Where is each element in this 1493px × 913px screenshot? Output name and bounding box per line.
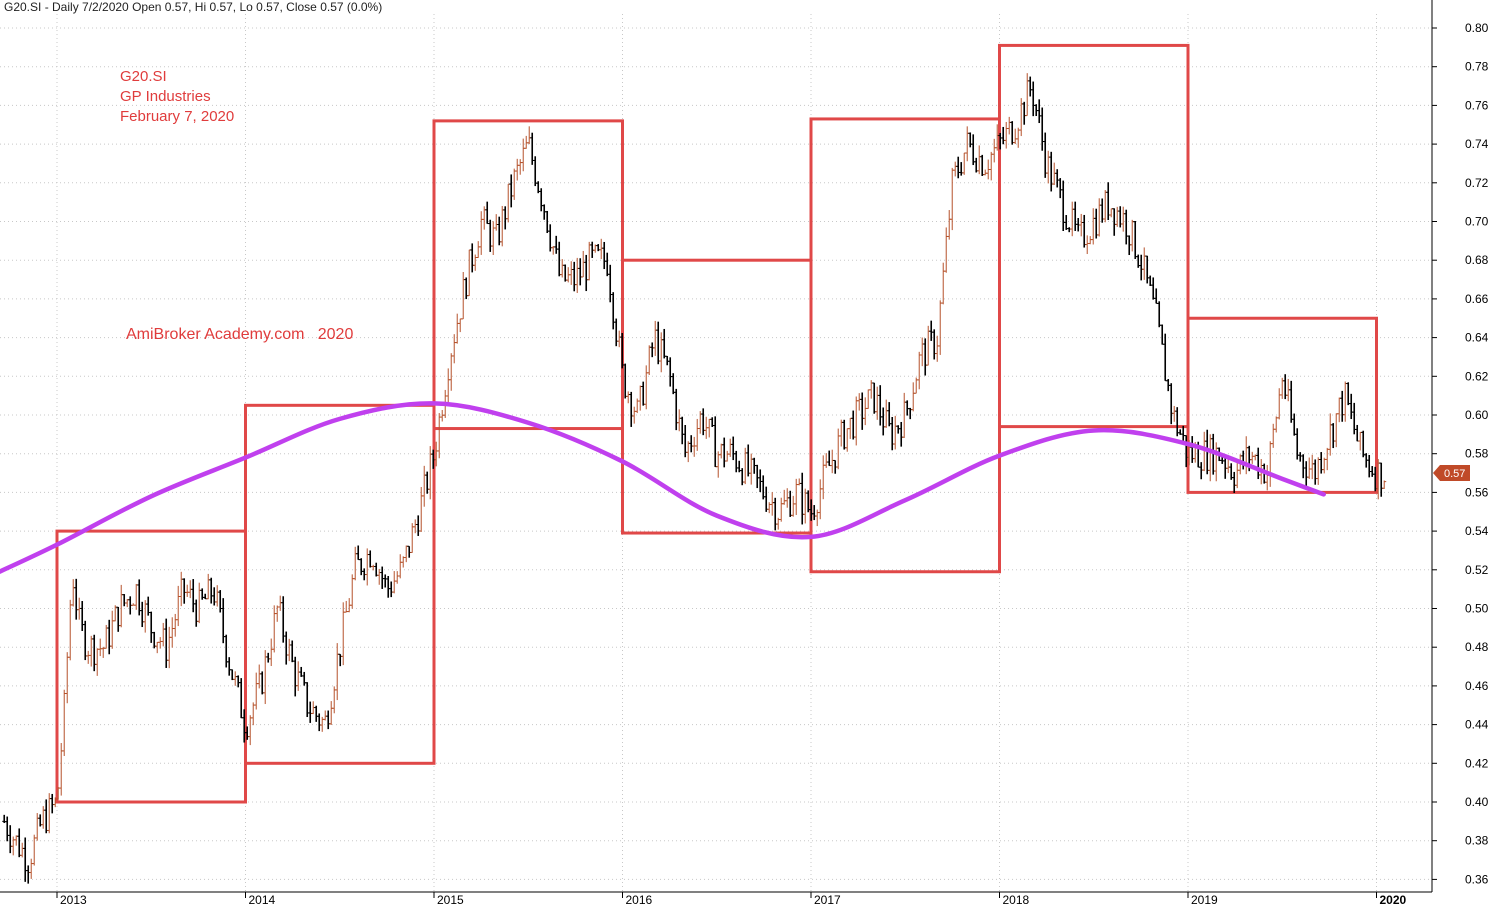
annotation-website: AmiBroker Academy.com 2020 bbox=[126, 326, 353, 343]
price-bar bbox=[1382, 480, 1387, 489]
x-tick-label-5: 2018 bbox=[1003, 893, 1030, 907]
y-tick-label-1: 0.78 bbox=[1465, 60, 1489, 74]
last-price-tag-shape bbox=[1433, 465, 1470, 482]
annotation-company: GP Industries bbox=[120, 88, 211, 105]
y-tick-label-18: 0.44 bbox=[1465, 718, 1489, 732]
chart-header: G20.SI - Daily 7/2/2020 Open 0.57, Hi 0.… bbox=[4, 0, 382, 14]
y-tick-label-21: 0.38 bbox=[1465, 834, 1489, 848]
y-tick-label-10: 0.60 bbox=[1465, 408, 1489, 422]
y-tick-label-14: 0.52 bbox=[1465, 563, 1489, 577]
y-tick-label-5: 0.70 bbox=[1465, 215, 1489, 229]
y-tick-label-16: 0.48 bbox=[1465, 640, 1489, 654]
y-tick-label-8: 0.64 bbox=[1465, 331, 1489, 345]
x-tick-label-1: 2014 bbox=[249, 893, 276, 907]
y-tick-label-7: 0.66 bbox=[1465, 292, 1489, 306]
y-tick-label-15: 0.50 bbox=[1465, 602, 1489, 616]
price-bars bbox=[2, 73, 1387, 884]
cycle-box-1 bbox=[244, 403, 436, 765]
annotation-symbol: G20.SI bbox=[120, 68, 167, 85]
x-tick-label-0: 2013 bbox=[60, 893, 87, 907]
y-tick-label-9: 0.62 bbox=[1465, 369, 1489, 383]
cycle-box-5 bbox=[998, 43, 1190, 429]
x-tick-label-4: 2017 bbox=[814, 893, 841, 907]
y-tick-label-17: 0.46 bbox=[1465, 679, 1489, 693]
y-tick-label-4: 0.72 bbox=[1465, 176, 1489, 190]
x-tick-label-3: 2016 bbox=[626, 893, 653, 907]
y-tick-label-22: 0.36 bbox=[1465, 872, 1489, 886]
y-tick-label-0: 0.80 bbox=[1465, 21, 1489, 35]
y-tick-label-3: 0.74 bbox=[1465, 137, 1489, 151]
cycle-curve bbox=[0, 401, 1326, 574]
y-tick-label-19: 0.42 bbox=[1465, 756, 1489, 770]
y-tick-label-12: 0.56 bbox=[1465, 485, 1489, 499]
cycle-boxes bbox=[55, 43, 1378, 804]
cycle-box-6 bbox=[1186, 316, 1378, 494]
y-tick-label-20: 0.40 bbox=[1465, 795, 1489, 809]
cycle-curve-layer bbox=[0, 401, 1326, 574]
last-price-tag: 0.57 bbox=[1433, 465, 1470, 482]
last-price-label: 0.57 bbox=[1444, 468, 1465, 480]
y-tick-label-13: 0.54 bbox=[1465, 524, 1489, 538]
annotation-date: February 7, 2020 bbox=[120, 108, 234, 125]
x-tick-label-7: 2020 bbox=[1380, 893, 1407, 907]
x-tick-label-2: 2015 bbox=[437, 893, 464, 907]
y-tick-label-6: 0.68 bbox=[1465, 253, 1489, 267]
x-tick-label-6: 2019 bbox=[1191, 893, 1218, 907]
y-tick-label-11: 0.58 bbox=[1465, 447, 1489, 461]
y-tick-label-2: 0.76 bbox=[1465, 98, 1489, 112]
